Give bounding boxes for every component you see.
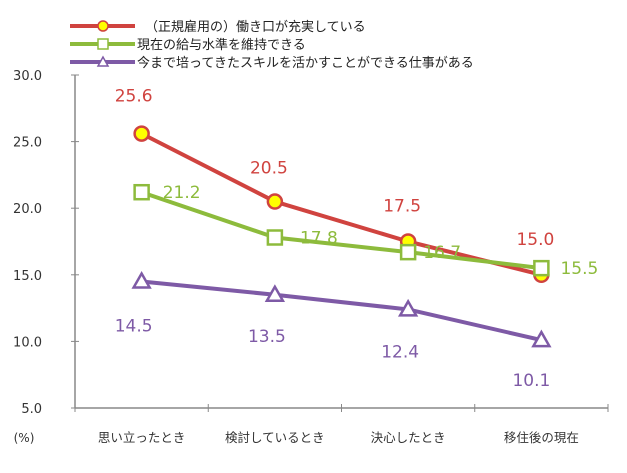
data-label: 13.5 — [248, 327, 286, 347]
y-tick-label: 25.0 — [13, 136, 42, 151]
data-point-square — [399, 243, 417, 261]
legend-marker — [96, 55, 110, 67]
legend-label: 今まで培ってきたスキルを活かすことができる仕事がある — [137, 55, 474, 71]
y-tick-label: 5.0 — [21, 402, 42, 417]
x-tick-label: 決心したとき — [371, 430, 446, 445]
legend-marker — [97, 38, 109, 50]
data-point-triangle — [531, 329, 552, 348]
y-tick-label: 15.0 — [13, 269, 42, 284]
data-label: 17.5 — [383, 197, 421, 217]
data-point-square — [266, 229, 284, 246]
data-label: 15.0 — [516, 230, 554, 250]
data-point-triangle — [397, 298, 419, 317]
data-point-triangle — [131, 270, 152, 289]
data-label: 20.5 — [250, 159, 288, 179]
data-label: 12.4 — [381, 342, 419, 362]
x-tick-label: 移住後の現在 — [504, 430, 579, 445]
series-line — [141, 279, 542, 343]
data-label: 15.5 — [560, 259, 598, 279]
legend-label: （正規雇用の）働き口が充実している — [145, 19, 366, 35]
series-line — [140, 131, 542, 277]
data-point-circle — [133, 125, 150, 142]
x-tick-label: 検討しているとき — [225, 430, 325, 445]
data-point-triangle — [264, 284, 286, 303]
data-label: 10.1 — [512, 371, 550, 391]
data-point-circle — [266, 193, 284, 210]
data-point-square — [133, 183, 150, 201]
data-label: 16.7 — [423, 243, 461, 263]
data-point-square — [533, 259, 550, 277]
series-line — [140, 190, 542, 271]
y-tick-label: 10.0 — [13, 335, 42, 350]
data-label: 14.5 — [115, 316, 153, 336]
data-label: 17.8 — [300, 229, 338, 249]
y-axis-unit: (%) — [14, 431, 35, 445]
y-tick-label: 20.0 — [13, 202, 42, 217]
data-label: 25.6 — [115, 87, 153, 107]
legend-label: 現在の給与水準を維持できる — [137, 37, 306, 53]
y-tick-label: 30.0 — [13, 69, 42, 84]
data-label: 21.2 — [163, 183, 201, 203]
x-tick-label: 思い立ったとき — [98, 430, 186, 445]
legend-marker — [97, 20, 109, 32]
